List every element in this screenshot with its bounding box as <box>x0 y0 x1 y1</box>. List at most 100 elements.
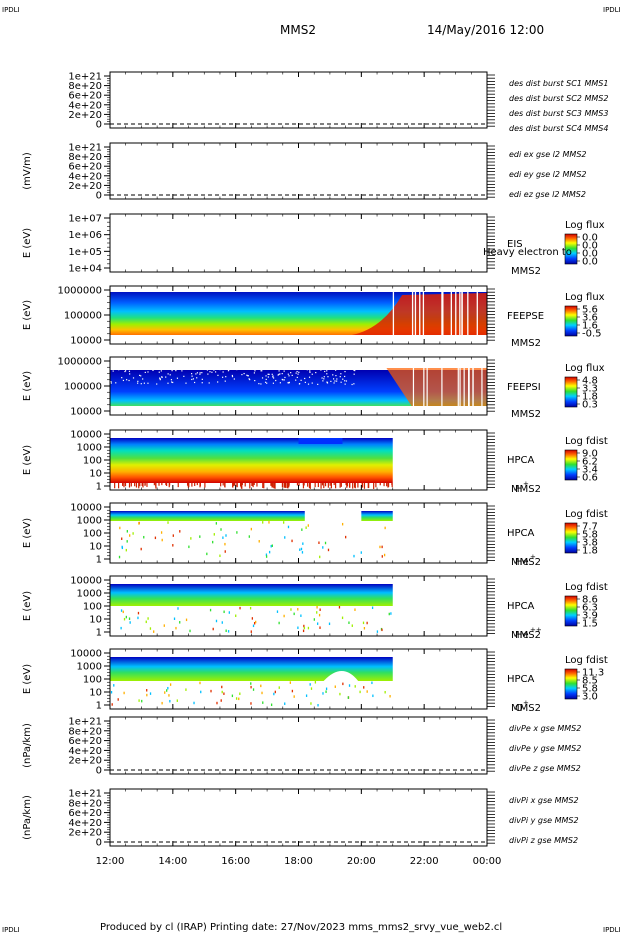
time-tick-label: 18:00 <box>284 856 313 867</box>
noise-pixel <box>130 366 132 368</box>
noise-pixel <box>291 539 293 543</box>
noise-pixel <box>185 688 187 691</box>
noise-pixel <box>222 483 224 486</box>
noise-pixel <box>339 376 341 378</box>
noise-pixel <box>289 681 291 684</box>
data-gap <box>450 292 452 335</box>
noise-pixel <box>260 684 262 688</box>
noise-pixel <box>263 483 265 489</box>
y-tick-label: 100 <box>83 456 102 467</box>
noise-pixel <box>313 618 315 621</box>
time-tick-label: 20:00 <box>347 856 376 867</box>
noise-pixel <box>219 554 221 558</box>
noise-pixel <box>287 525 290 529</box>
noise-pixel <box>267 376 269 378</box>
noise-pixel <box>353 483 356 488</box>
noise-pixel <box>300 614 302 617</box>
noise-pixel <box>140 366 142 369</box>
noise-pixel <box>192 378 195 380</box>
colorbar-title: Log fdist <box>565 436 608 447</box>
y-axis-label: E (eV) <box>22 228 33 258</box>
noise-pixel <box>277 374 279 376</box>
noise-pixel <box>231 368 233 370</box>
y-tick-label: 1e+21 <box>68 72 102 83</box>
noise-pixel <box>225 534 227 537</box>
noise-pixel <box>272 377 275 379</box>
noise-pixel <box>169 683 172 686</box>
noise-pixel <box>366 690 368 693</box>
noise-pixel <box>261 370 263 372</box>
noise-pixel <box>227 630 230 633</box>
noise-pixel <box>113 684 115 687</box>
noise-pixel <box>314 483 316 488</box>
noise-pixel <box>124 483 127 487</box>
noise-pixel <box>258 540 260 543</box>
noise-pixel <box>283 370 285 372</box>
noise-pixel <box>152 369 154 372</box>
noise-pixel <box>254 379 256 382</box>
noise-pixel <box>335 375 337 377</box>
noise-pixel <box>110 690 113 694</box>
noise-pixel <box>336 380 338 382</box>
species-label: He <box>515 630 529 641</box>
noise-pixel <box>307 383 310 385</box>
noise-pixel <box>123 691 125 695</box>
noise-pixel <box>154 536 157 540</box>
data-gap <box>412 368 415 406</box>
noise-pixel <box>270 703 273 707</box>
data-gap <box>467 292 469 335</box>
noise-pixel <box>123 366 125 368</box>
legend-entry: des dist burst SC4 MMS4 <box>509 124 608 133</box>
noise-pixel <box>278 686 280 689</box>
noise-pixel <box>305 694 308 697</box>
time-tick-label: 14:00 <box>158 856 187 867</box>
y-tick-label: 1 <box>96 701 102 712</box>
noise-pixel <box>135 483 138 488</box>
noise-pixel <box>334 380 336 382</box>
noise-pixel <box>172 534 174 537</box>
noise-pixel <box>344 370 346 373</box>
colorbar-tick-label: 1.5 <box>582 619 598 630</box>
noise-pixel <box>286 483 288 489</box>
noise-pixel <box>346 483 348 488</box>
legend-entry: divPi y gse MMS2 <box>509 816 579 825</box>
colorbar-tick-label: 5.8 <box>582 684 598 695</box>
noise-pixel <box>325 690 327 693</box>
noise-pixel <box>137 611 140 615</box>
noise-pixel <box>247 375 249 377</box>
noise-pixel <box>187 483 190 488</box>
spectrogram-band <box>110 438 393 483</box>
band-feature <box>298 438 343 444</box>
noise-pixel <box>194 483 196 487</box>
noise-pixel <box>265 555 268 558</box>
noise-pixel <box>176 377 179 379</box>
spectrogram <box>110 584 393 633</box>
noise-pixel <box>167 373 169 375</box>
noise-pixel <box>231 374 233 377</box>
spacecraft-label: MMS2 <box>511 630 541 641</box>
noise-pixel <box>235 697 238 700</box>
y-axis-label: (nPa/km) <box>22 795 33 840</box>
y-tick-label: 1000000 <box>57 357 102 368</box>
noise-pixel <box>307 483 309 487</box>
noise-pixel <box>239 692 241 695</box>
noise-pixel <box>274 690 276 694</box>
noise-pixel <box>301 551 304 554</box>
noise-pixel <box>323 483 325 489</box>
noise-pixel <box>167 521 169 524</box>
noise-pixel <box>134 483 136 487</box>
noise-pixel <box>153 483 155 486</box>
data-gap <box>442 292 444 335</box>
species-charge: ++ <box>530 626 542 634</box>
noise-pixel <box>304 381 306 383</box>
noise-pixel <box>186 483 189 486</box>
noise-pixel <box>252 624 255 628</box>
noise-pixel <box>283 521 285 524</box>
noise-pixel <box>217 374 219 376</box>
noise-pixel <box>276 610 279 613</box>
time-tick-label: 00:00 <box>473 856 502 867</box>
data-gap <box>426 368 428 406</box>
colorbar-tick-label: 3.6 <box>582 313 598 324</box>
noise-pixel <box>159 378 161 380</box>
noise-pixel <box>171 370 173 372</box>
